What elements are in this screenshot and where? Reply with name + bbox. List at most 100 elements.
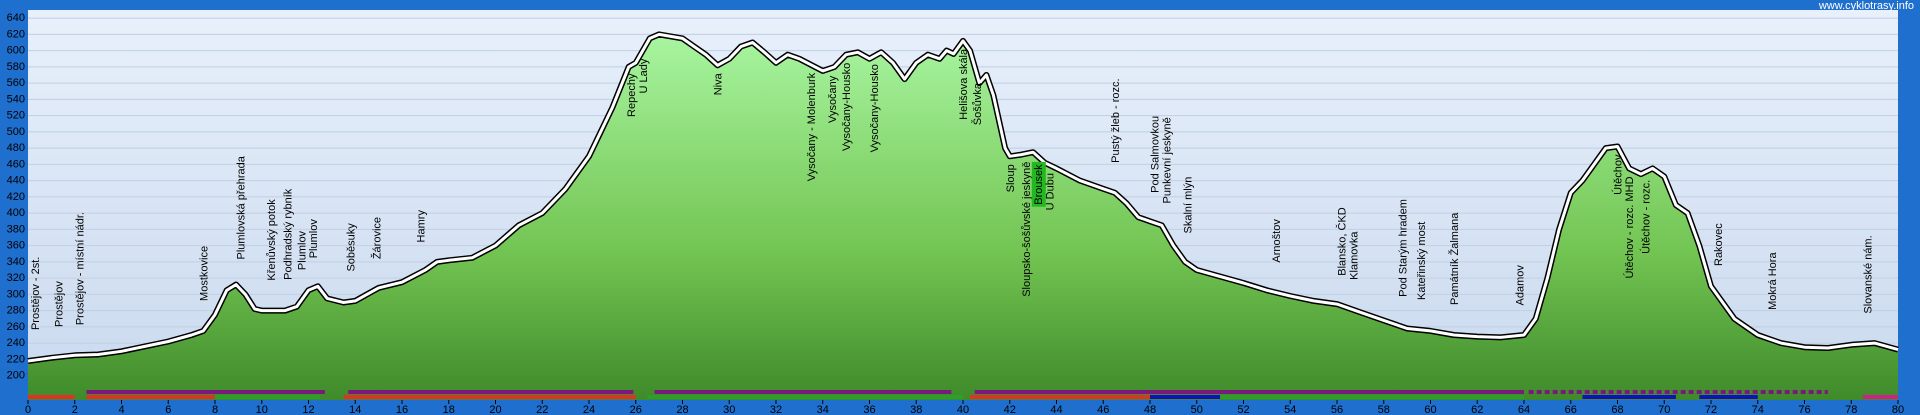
- annotation-label: Plumlov: [296, 230, 308, 270]
- annotation-label: Památník Žalmana: [1448, 212, 1461, 305]
- x-tick-label: 74: [1752, 404, 1764, 415]
- route-bar: [86, 395, 215, 399]
- annotation-label: Rakovec: [1713, 223, 1725, 266]
- annotation-label: Mostkovice: [198, 246, 210, 301]
- annotation: Kateřinský most: [1416, 222, 1428, 300]
- annotation-label: Útěchov - rozc. MHD: [1623, 176, 1636, 278]
- x-tick-label: 54: [1284, 404, 1296, 415]
- annotation: Plumlov: [308, 219, 320, 259]
- x-tick-label: 24: [583, 404, 595, 415]
- route-bar: [1150, 395, 1221, 399]
- y-tick-label: 520: [7, 110, 25, 122]
- annotation: Žárovice: [370, 217, 383, 259]
- x-tick-label: 68: [1611, 404, 1623, 415]
- x-tick-label: 6: [165, 404, 171, 415]
- x-tick-label: 0: [25, 404, 31, 415]
- annotation-label: Vysočany-Housko: [869, 64, 881, 152]
- x-tick-label: 2: [72, 404, 78, 415]
- annotation-label: Mokrá Hora: [1767, 252, 1779, 310]
- annotation-label: Vysočany-Housko: [841, 63, 853, 151]
- y-tick-label: 580: [7, 61, 25, 73]
- x-tick-label: 44: [1050, 404, 1062, 415]
- x-tick-label: 30: [723, 404, 735, 415]
- annotation: Punkevní jeskyně: [1161, 117, 1173, 203]
- x-tick-label: 52: [1237, 404, 1249, 415]
- x-tick-label: 14: [349, 404, 361, 415]
- annotation-label: Arnoštov: [1271, 219, 1283, 263]
- x-tick-label: 78: [1845, 404, 1857, 415]
- route-bar: [215, 395, 321, 399]
- annotation-label: Plumlovská přehrada: [236, 155, 248, 259]
- annotation-label: Blansko, ČKD: [1336, 207, 1349, 276]
- x-tick-label: 48: [1144, 404, 1156, 415]
- annotation-label: Prostějov - 2st.: [30, 257, 42, 330]
- annotation: Plumlov: [296, 230, 308, 270]
- annotation-label: Skalní mlýn: [1182, 177, 1194, 234]
- y-tick-label: 420: [7, 191, 25, 203]
- annotation-label: Vysočany: [827, 75, 839, 123]
- annotation-label: Punkevní jeskyně: [1161, 117, 1173, 203]
- annotation-label: Útěchov: [1612, 154, 1625, 195]
- x-tick-label: 4: [118, 404, 124, 415]
- annotation: Křenůvský potok: [266, 199, 278, 281]
- route-bar: [647, 395, 963, 399]
- x-tick-label: 70: [1658, 404, 1670, 415]
- y-tick-label: 340: [7, 256, 25, 268]
- annotation: Šošůvka: [971, 82, 984, 125]
- x-tick-label: 22: [536, 404, 548, 415]
- x-tick-label: 66: [1565, 404, 1577, 415]
- x-tick-label: 32: [770, 404, 782, 415]
- y-tick-label: 500: [7, 126, 25, 138]
- profile-line: [27, 32, 1899, 363]
- x-tick-label: 62: [1471, 404, 1483, 415]
- x-tick-label: 42: [1004, 404, 1016, 415]
- x-tick-label: 46: [1097, 404, 1109, 415]
- x-tick-label: 76: [1798, 404, 1810, 415]
- annotation-label: Sloupsko-šošůvské jeskyně: [1021, 162, 1033, 297]
- y-tick-label: 320: [7, 272, 25, 284]
- route-bar: [1582, 395, 1676, 399]
- y-tick-label: 400: [7, 207, 25, 219]
- annotation-label: Prostějov: [53, 281, 65, 327]
- annotation-label: Klamovka: [1348, 231, 1360, 280]
- x-tick-label: 12: [302, 404, 314, 415]
- y-tick-label: 560: [7, 77, 25, 89]
- x-tick-label: 50: [1191, 404, 1203, 415]
- annotation: Vysočany-Housko: [841, 63, 853, 151]
- x-tick-label: 56: [1331, 404, 1343, 415]
- annotation-label: Útěchov - rozc.: [1640, 180, 1653, 254]
- watermark: www.cyklotrasy.info: [1818, 0, 1914, 12]
- annotation: Brousek: [1031, 161, 1046, 207]
- y-tick-label: 600: [7, 45, 25, 57]
- y-tick-label: 620: [7, 28, 25, 40]
- x-tick-label: 10: [256, 404, 268, 415]
- y-tick-label: 300: [7, 288, 25, 300]
- annotation-label: Pod Salmovkou: [1150, 116, 1162, 193]
- x-tick-label: 20: [489, 404, 501, 415]
- route-bar: [1430, 395, 1524, 399]
- annotation-label: Podhradský rybník: [282, 188, 294, 280]
- y-tick-label: 440: [7, 175, 25, 187]
- annotation-label: Kateřinský most: [1416, 222, 1428, 300]
- annotation-label: Soběsuky: [346, 223, 358, 272]
- y-tick-label: 280: [7, 305, 25, 317]
- annotation: Rakovec: [1713, 223, 1725, 266]
- annotation: Adamov: [1514, 265, 1526, 306]
- annotation-label: Slovanské nám.: [1863, 235, 1875, 313]
- annotation: Hamry: [416, 210, 428, 243]
- annotation-label: Hamry: [416, 210, 428, 243]
- annotation-label: Vysočany - Molenburk: [806, 72, 818, 181]
- y-tick-label: 220: [7, 353, 25, 365]
- route-bar: [348, 390, 634, 394]
- annotation: Plumlovská přehrada: [236, 155, 248, 259]
- annotation: Prostějov - místní nádr.: [74, 212, 86, 325]
- annotation: Klamovka: [1348, 231, 1360, 280]
- x-tick-label: 18: [443, 404, 455, 415]
- x-tick-label: 80: [1892, 404, 1904, 415]
- annotation: Vysočany-Housko: [869, 64, 881, 152]
- annotation: Pod Salmovkou: [1150, 116, 1162, 193]
- annotation: Útěchov - rozc. MHD: [1623, 176, 1636, 278]
- x-tick-label: 8: [212, 404, 218, 415]
- annotation-label: Pustý žleb - rozc.: [1110, 78, 1122, 162]
- annotation-label: Helišova skála: [958, 48, 970, 120]
